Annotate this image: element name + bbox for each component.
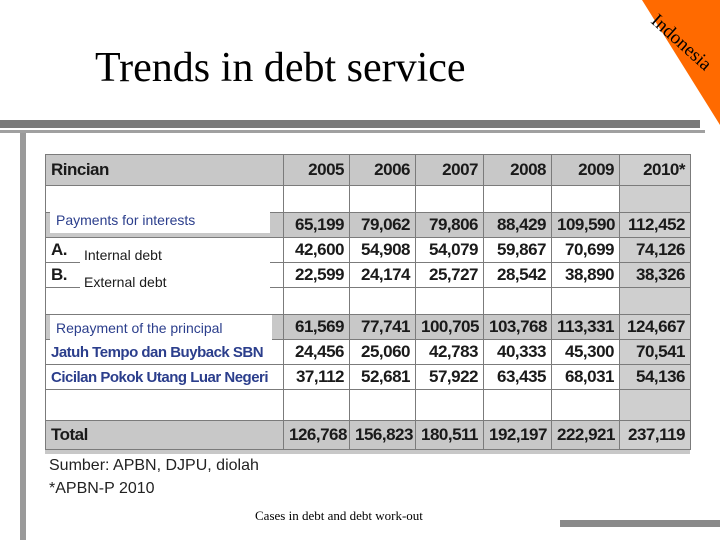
debt-table: Rincian 2005 2006 2007 2008 2009 2010* 6…	[45, 154, 691, 454]
table-cell: 28,542	[483, 262, 552, 288]
overlay-internal-label: Internal debt	[80, 241, 270, 267]
table-cell: 100,705	[415, 314, 484, 340]
table-cell: 25,060	[349, 339, 416, 365]
table-cell: 180,511	[415, 420, 484, 450]
table-cell: 38,326	[619, 262, 691, 288]
table-cell: 63,435	[483, 364, 552, 390]
table-cell: 37,112	[283, 364, 350, 390]
table-cell: 79,062	[349, 212, 416, 238]
row-label: Jatuh Tempo dan Buyback SBN	[45, 339, 284, 365]
table-cell: 88,429	[483, 212, 552, 238]
header-cell: 2006	[349, 154, 416, 186]
table-cell: 54,079	[415, 237, 484, 263]
source-line: Sumber: APBN, DJPU, diolah	[49, 457, 259, 474]
table-cell: 237,119	[619, 420, 691, 450]
table-cell: 103,768	[483, 314, 552, 340]
table-cell: 126,768	[283, 420, 350, 450]
sources-note: Sumber: APBN, DJPU, diolah *APBN-P 2010	[45, 454, 690, 504]
header-cell: 2005	[283, 154, 350, 186]
table-cell: 77,741	[349, 314, 416, 340]
table-cell: 42,783	[415, 339, 484, 365]
table-cell: 192,197	[483, 420, 552, 450]
table-cell: 61,569	[283, 314, 350, 340]
header-cell: 2009	[551, 154, 620, 186]
table-cell: 38,890	[551, 262, 620, 288]
table-row: Cicilan Pokok Utang Luar Negeri 37,112 5…	[45, 364, 691, 390]
table-cell: 68,031	[551, 364, 620, 390]
table-cell: 70,699	[551, 237, 620, 263]
table-cell: 54,908	[349, 237, 416, 263]
table-cell: 45,300	[551, 339, 620, 365]
corner-banner: Indonesia	[642, 0, 720, 125]
table-cell: 112,452	[619, 212, 691, 238]
table-header-row: Rincian 2005 2006 2007 2008 2009 2010*	[45, 154, 691, 186]
header-cell: Rincian	[45, 154, 284, 186]
table-cell: 74,126	[619, 237, 691, 263]
table-cell: 70,541	[619, 339, 691, 365]
table-cell: 124,667	[619, 314, 691, 340]
row-label: Total	[45, 420, 284, 450]
header-cell: 2008	[483, 154, 552, 186]
table-cell: 109,590	[551, 212, 620, 238]
table-cell: 24,174	[349, 262, 416, 288]
slide-footer: Cases in debt and debt work-out	[255, 508, 423, 523]
table-cell: 25,727	[415, 262, 484, 288]
source-footnote: *APBN-P 2010	[49, 480, 155, 497]
decor-bar-bottom	[560, 520, 720, 527]
table-cell: 54,136	[619, 364, 691, 390]
overlay-external-label: External debt	[80, 268, 270, 294]
row-label: Cicilan Pokok Utang Luar Negeri	[45, 364, 284, 390]
page-title: Trends in debt service	[95, 45, 466, 91]
table-cell: 79,806	[415, 212, 484, 238]
table-cell: 222,921	[551, 420, 620, 450]
table-cell: 40,333	[483, 339, 552, 365]
table-total-row: Total 126,768 156,823 180,511 192,197 22…	[45, 420, 691, 450]
decor-bar-top	[0, 120, 700, 128]
header-cell: 2007	[415, 154, 484, 186]
table-cell: 24,456	[283, 339, 350, 365]
table-cell: 57,922	[415, 364, 484, 390]
table-cell: 59,867	[483, 237, 552, 263]
table-row: Jatuh Tempo dan Buyback SBN 24,456 25,06…	[45, 339, 691, 365]
table-cell: 42,600	[283, 237, 350, 263]
table-cell: 65,199	[283, 212, 350, 238]
table-cell: 22,599	[283, 262, 350, 288]
decor-bar-top-thin	[0, 130, 705, 133]
decor-bar-left	[20, 133, 26, 540]
overlay-payments-label: Payments for interests	[50, 207, 270, 233]
header-cell: 2010*	[619, 154, 691, 186]
table-cell: 52,681	[349, 364, 416, 390]
table-cell: 156,823	[349, 420, 416, 450]
overlay-repayment-label: Repayment of the principal	[50, 315, 272, 343]
table-cell: 113,331	[551, 314, 620, 340]
